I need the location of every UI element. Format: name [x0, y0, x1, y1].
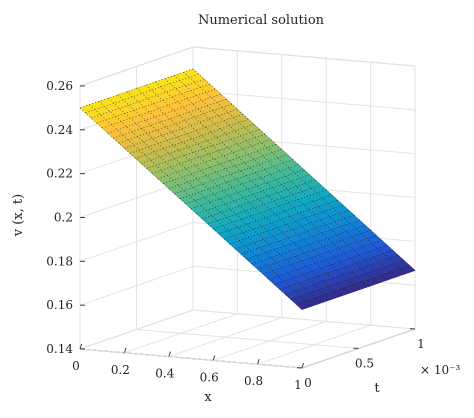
chart-title: Numerical solution	[198, 13, 325, 28]
mesh-line-x	[157, 139, 271, 179]
mesh-line-x	[118, 103, 232, 144]
z-axis-label: v (x, t)	[11, 194, 26, 237]
surface-plot	[79, 68, 416, 310]
mesh-line-x	[235, 209, 349, 250]
t-axis-label: t	[374, 381, 380, 396]
floor-grid-line-t	[136, 329, 359, 349]
mesh-line-x	[257, 229, 371, 270]
mesh-line-x	[135, 118, 249, 159]
mesh-line-x	[301, 270, 416, 310]
mesh-line-t	[145, 84, 369, 287]
mesh-line-t	[126, 91, 350, 294]
mesh-line-x	[85, 73, 199, 114]
mesh-line-x	[107, 93, 221, 134]
left-wall-grid-line-z	[79, 46, 194, 87]
z-tick-label: 0.16	[46, 298, 73, 312]
z-tick-label: 0.18	[46, 254, 73, 268]
t-tick-label: 0.5	[355, 357, 374, 371]
mesh-line-x	[274, 244, 388, 285]
mesh-line-t	[89, 104, 312, 307]
left-wall-grid-line-z	[79, 309, 194, 350]
back-wall-grid-line-z	[192, 46, 416, 67]
t-tick-label: 0	[304, 376, 312, 390]
mesh-line-t	[164, 78, 387, 281]
mesh-line-t	[117, 94, 340, 297]
surface-strip	[295, 265, 416, 310]
mesh-line-x	[240, 214, 355, 255]
x-tick-label: 0.2	[111, 363, 130, 377]
mesh-line-t	[192, 68, 416, 271]
x-tick-label: 0.8	[244, 374, 263, 388]
z-tick-label: 0.24	[46, 123, 73, 137]
x-tick-label: 0	[72, 359, 80, 373]
x-tick-mark	[257, 359, 260, 365]
mesh-line-x	[185, 164, 299, 204]
mesh-line-t	[98, 101, 322, 304]
mesh-line-x	[207, 184, 321, 225]
mesh-line-x	[285, 255, 399, 295]
x-tick-label: 1	[294, 378, 302, 392]
mesh-line-x	[279, 249, 393, 290]
z-tick-label: 0.14	[46, 342, 73, 356]
mesh-line-x	[218, 194, 332, 235]
mesh-line-t	[183, 71, 406, 274]
mesh-line-x	[168, 149, 282, 189]
x-tick-mark	[79, 343, 83, 350]
mesh-line-t	[136, 88, 359, 291]
x-tick-mark	[168, 351, 171, 357]
t-tick-label: 1	[417, 337, 425, 351]
mesh-line-t	[108, 97, 331, 300]
tick-labels: 0.14 0.16 0.18 0.2 0.22 0.24 0.26 0 0.2 0.4 0.6 0.8…	[46, 79, 425, 392]
x-tick-mark	[123, 347, 127, 353]
z-tick-label: 0.26	[46, 79, 73, 93]
floor-grid-line-t	[79, 348, 303, 369]
back-wall-grid-line-z	[192, 90, 416, 111]
x-axis-label: x	[204, 390, 212, 405]
x-tick-mark	[212, 355, 216, 361]
left-wall-grid-line-z	[79, 221, 194, 262]
t-axis-exponent: × 10⁻³	[420, 363, 460, 377]
z-tick-label: 0.22	[46, 167, 73, 181]
mesh-line-t	[79, 107, 303, 310]
mesh-line-x	[224, 199, 338, 240]
mesh-line-x	[124, 108, 238, 149]
mesh-line-x	[268, 239, 382, 280]
mesh-line-x	[140, 124, 255, 164]
mesh-line-x	[296, 265, 410, 305]
mesh-line-x	[102, 88, 216, 129]
mesh-line-x	[201, 179, 316, 220]
x-tick-label: 0.6	[200, 370, 219, 384]
mesh-line-x	[174, 154, 288, 194]
mesh-line-t	[173, 75, 397, 278]
back-wall-grid-line-z	[192, 309, 416, 330]
mesh-line-x	[251, 224, 366, 265]
x-tick-mark	[301, 362, 305, 369]
left-wall-grid-line-z	[79, 265, 194, 306]
z-tick-label: 0.2	[54, 211, 73, 225]
mesh-line-x	[190, 169, 305, 210]
x-tick-label: 0.4	[155, 367, 174, 381]
mesh-line-x	[152, 134, 266, 174]
surface-mesh	[79, 68, 416, 310]
mesh-line-x	[90, 78, 205, 119]
mesh-line-t	[155, 81, 378, 284]
